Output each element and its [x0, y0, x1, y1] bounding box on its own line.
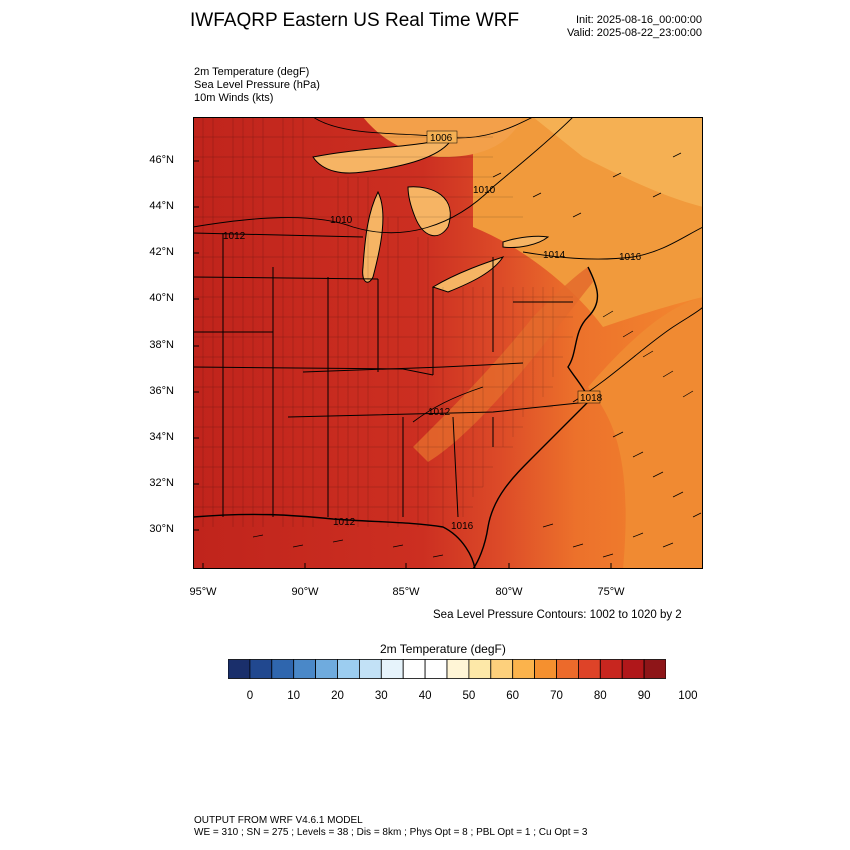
temperature-colorbar	[228, 659, 666, 679]
colorbar-box	[228, 659, 251, 679]
colorbar-tick-label: 30	[374, 690, 388, 702]
colorbar-box	[315, 659, 338, 679]
colorbar-tick-label: 0	[246, 690, 254, 702]
pressure-label: 1012	[333, 517, 356, 528]
pressure-label: 1014	[543, 250, 566, 261]
colorbar-box	[249, 659, 273, 679]
colorbar-box	[337, 659, 360, 679]
lake-superior	[312, 136, 454, 174]
valid-time: Valid: 2025-08-22_23:00:00	[567, 27, 702, 39]
atlantic-coastline	[472, 266, 599, 569]
colorbar-box	[293, 659, 316, 679]
lat-label: 44°N	[149, 200, 174, 212]
lat-label: 36°N	[149, 385, 174, 397]
map-title: IWFAQRP Eastern US Real Time WRF	[190, 10, 520, 31]
state-boundaries	[193, 232, 589, 518]
lat-label: 42°N	[149, 246, 174, 258]
colorbar-box	[402, 659, 426, 679]
lon-label: 75°W	[597, 586, 625, 598]
gulf-coastline	[193, 513, 476, 569]
colorbar-tick-label: 50	[462, 690, 476, 702]
lon-label: 90°W	[291, 586, 319, 598]
pressure-label: 1018	[580, 393, 603, 404]
pressure-label: 1012	[223, 231, 246, 242]
pressure-label: 1016	[619, 252, 642, 263]
init-time: Init: 2025-08-16_00:00:00	[576, 14, 702, 26]
colorbar-box	[468, 659, 492, 679]
canada-region	[533, 117, 703, 207]
init-valid-times: Init: 2025-08-16_00:00:00 Valid: 2025-08…	[567, 14, 702, 40]
lon-label: 80°W	[495, 586, 523, 598]
colorbar-box	[534, 659, 557, 679]
colorbar-tick-label: 40	[418, 690, 432, 702]
pressure-label: 1006	[430, 133, 453, 144]
lat-label: 32°N	[149, 477, 174, 489]
colorbar-box	[380, 659, 404, 679]
temperature-map: 1006 1010 1010 1012 1014 1016 1018 1012 …	[193, 117, 703, 569]
pressure-label: 1012	[428, 407, 451, 418]
lat-label: 46°N	[149, 154, 174, 166]
ocean-region	[588, 297, 703, 569]
colorbar-box	[424, 659, 448, 679]
contour-note: Sea Level Pressure Contours: 1002 to 102…	[433, 609, 682, 621]
colorbar-box	[599, 659, 623, 679]
pressure-label: 1010	[330, 215, 353, 226]
lat-label: 34°N	[149, 431, 174, 443]
footer-config: WE = 310 ; SN = 275 ; Levels = 38 ; Dis …	[194, 827, 588, 838]
colorbar-tick-label: 60	[506, 690, 520, 702]
colorbar-tick-label: 20	[331, 690, 344, 702]
colorbar-box	[271, 659, 295, 679]
lake-erie	[431, 256, 505, 293]
colorbar-box	[512, 659, 536, 679]
colorbar-tick-label: 80	[593, 690, 607, 702]
lake-michigan	[362, 190, 384, 283]
axis-ticks	[193, 160, 612, 569]
colorbar-box	[446, 659, 470, 679]
colorbar-tick-label: 90	[637, 690, 651, 702]
field-legend: 2m Temperature (degF) Sea Level Pressure…	[194, 66, 320, 105]
lon-label: 95°W	[189, 586, 217, 598]
colorbar-box	[621, 659, 645, 679]
colorbar-box	[577, 659, 601, 679]
lake-ontario	[502, 235, 550, 248]
lat-label: 40°N	[149, 292, 174, 304]
pressure-contours	[193, 117, 703, 423]
colorbar-tick-label: 100	[678, 690, 698, 702]
model-footer: OUTPUT FROM WRF V4.6.1 MODEL WE = 310 ; …	[194, 815, 587, 839]
lon-label: 85°W	[392, 586, 420, 598]
colorbar-title: 2m Temperature (degF)	[380, 642, 506, 656]
lat-label: 30°N	[149, 523, 174, 535]
colorbar-tick-label: 70	[550, 690, 563, 702]
lat-label: 38°N	[149, 339, 174, 351]
map-frame	[193, 117, 703, 569]
pressure-label: 1016	[451, 521, 474, 532]
colorbar-box	[643, 659, 666, 679]
field-winds: 10m Winds (kts)	[194, 92, 274, 104]
colorbar-box	[490, 659, 514, 679]
colorbar-box	[358, 659, 382, 679]
wind-barbs	[252, 152, 702, 558]
footer-model: OUTPUT FROM WRF V4.6.1 MODEL	[194, 815, 363, 826]
field-pressure: Sea Level Pressure (hPa)	[194, 79, 320, 91]
pressure-label: 1010	[473, 185, 496, 196]
colorbar-box	[556, 659, 579, 679]
colorbar-tick-label: 10	[287, 690, 301, 702]
field-temperature: 2m Temperature (degF)	[194, 66, 310, 78]
